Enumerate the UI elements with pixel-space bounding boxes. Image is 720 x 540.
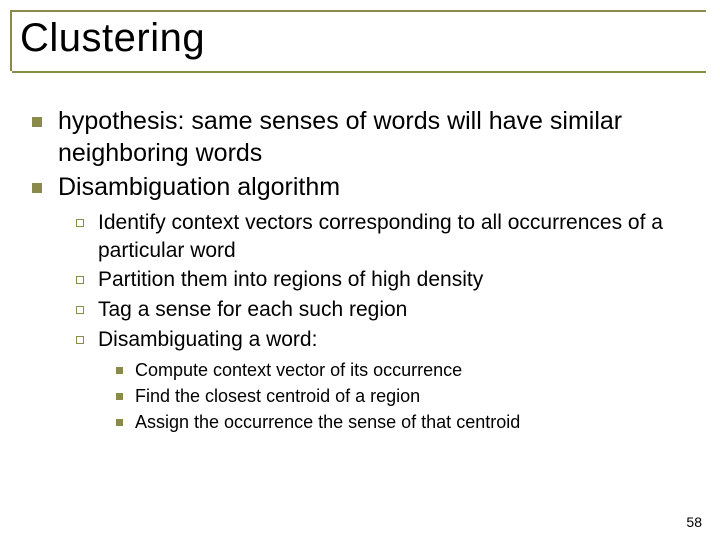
- page-number: 58: [686, 514, 702, 530]
- bullet-level3: Assign the occurrence the sense of that …: [116, 410, 696, 434]
- square-bullet-icon: [32, 117, 42, 127]
- level2-group: Identify context vectors corresponding t…: [76, 209, 696, 434]
- hollow-square-bullet-icon: [76, 276, 84, 284]
- hollow-square-bullet-icon: [76, 336, 84, 344]
- bullet-level2: Identify context vectors corresponding t…: [76, 209, 696, 264]
- level3-group: Compute context vector of its occurrence…: [116, 358, 696, 435]
- bullet-level2: Partition them into regions of high dens…: [76, 266, 696, 294]
- bullet-text: Compute context vector of its occurrence: [135, 358, 462, 382]
- bullet-text: Identify context vectors corresponding t…: [98, 209, 696, 264]
- bullet-text: Disambiguating a word:: [98, 326, 317, 354]
- slide: Clustering hypothesis: same senses of wo…: [0, 0, 720, 540]
- title-frame: Clustering: [10, 10, 706, 71]
- square-bullet-icon: [116, 367, 123, 374]
- bullet-text: Tag a sense for each such region: [98, 296, 407, 324]
- bullet-text: Find the closest centroid of a region: [135, 384, 420, 408]
- bullet-level1: Disambiguation algorithm: [32, 171, 696, 203]
- bullet-level3: Find the closest centroid of a region: [116, 384, 696, 408]
- slide-title: Clustering: [20, 16, 706, 61]
- hollow-square-bullet-icon: [76, 219, 84, 227]
- hollow-square-bullet-icon: [76, 306, 84, 314]
- square-bullet-icon: [116, 393, 123, 400]
- bullet-level2: Disambiguating a word:: [76, 326, 696, 354]
- bullet-level3: Compute context vector of its occurrence: [116, 358, 696, 382]
- bullet-level1: hypothesis: same senses of words will ha…: [32, 105, 696, 169]
- bullet-level2: Tag a sense for each such region: [76, 296, 696, 324]
- bullet-text: Partition them into regions of high dens…: [98, 266, 483, 294]
- bullet-text: Assign the occurrence the sense of that …: [135, 410, 520, 434]
- bullet-text: hypothesis: same senses of words will ha…: [58, 105, 696, 169]
- bullet-text: Disambiguation algorithm: [58, 171, 340, 203]
- square-bullet-icon: [116, 419, 123, 426]
- square-bullet-icon: [32, 183, 42, 193]
- slide-body: hypothesis: same senses of words will ha…: [32, 105, 696, 436]
